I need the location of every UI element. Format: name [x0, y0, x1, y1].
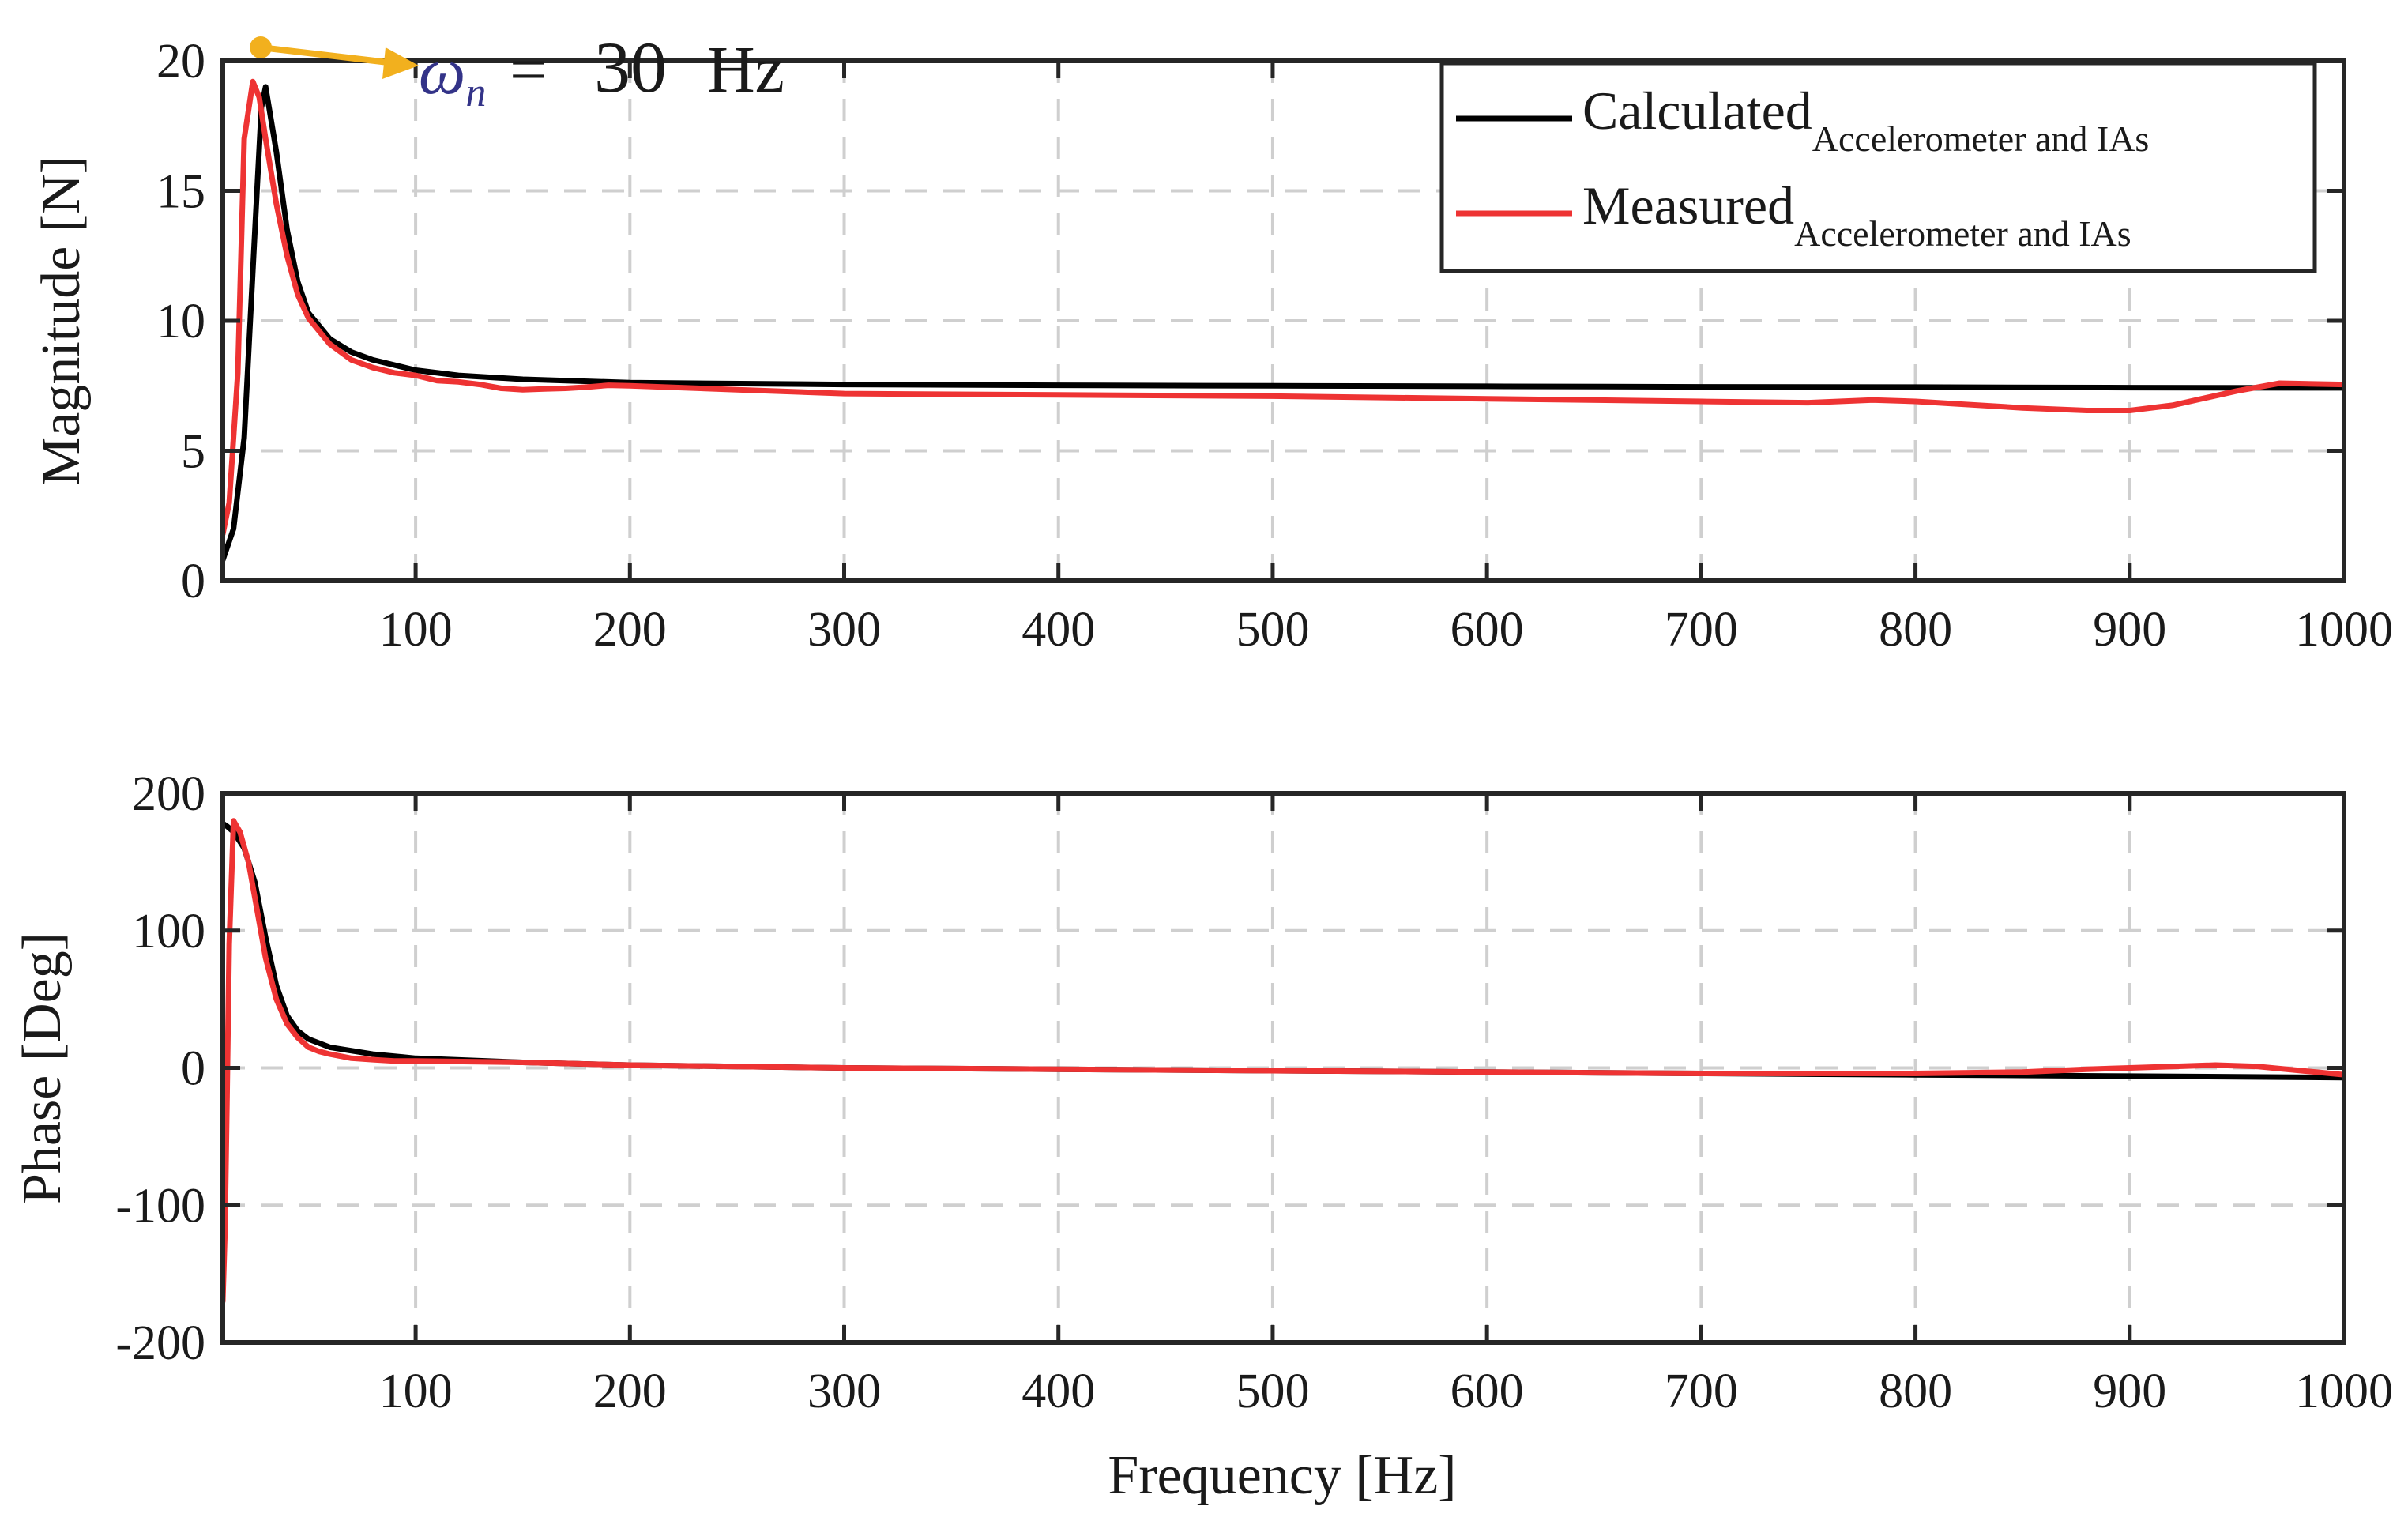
phase-grid [223, 793, 2344, 1342]
annotation-omega-symbol: ω [419, 35, 465, 108]
legend-measured-subscript: Accelerometer and IAs [1794, 213, 2131, 254]
phase-series-group [223, 818, 2344, 1305]
magnitude-yticks: 0 5 10 15 20 [156, 35, 2344, 608]
legend-label-measured: MeasuredAccelerometer and IAs [1582, 175, 2131, 254]
magnitude-xtick-label-200: 200 [593, 603, 667, 657]
phase-ylabel: Phase [Deg] [12, 932, 73, 1204]
legend: CalculatedAccelerometer and IAs Measured… [1439, 61, 2317, 273]
phase-xtick-label-700: 700 [1665, 1365, 1738, 1418]
magnitude-xticks: 100 200 300 400 500 600 700 800 900 1000 [379, 61, 2393, 657]
phase-xtick-label-1000: 1000 [2295, 1365, 2393, 1418]
phase-xtick-label-200: 200 [593, 1365, 667, 1418]
phase-xlabel: Frequency [Hz] [1108, 1445, 1456, 1506]
phase-xtick-label-100: 100 [379, 1365, 453, 1418]
phase-series-measured-line [223, 818, 2344, 1305]
annotation-arrow-head [382, 47, 419, 79]
resonance-annotation: ωn = 30 Hz [250, 27, 784, 115]
phase-ytick-label-100: 100 [132, 905, 205, 958]
magnitude-series-measured-line [223, 78, 2344, 537]
annotation-arrow-shaft [260, 44, 396, 66]
phase-xtick-label-600: 600 [1450, 1365, 1524, 1418]
legend-calculated-subscript: Accelerometer and IAs [1812, 119, 2150, 159]
legend-label-calculated: CalculatedAccelerometer and IAs [1582, 81, 2149, 159]
phase-ytick-label--200: -200 [115, 1316, 205, 1370]
phase-xtick-label-300: 300 [807, 1365, 881, 1418]
annotation-value: 30 [594, 27, 667, 107]
phase-yticks: -200 -100 0 100 200 [115, 767, 2344, 1370]
magnitude-xtick-label-300: 300 [807, 603, 881, 657]
magnitude-xtick-label-900: 900 [2093, 603, 2166, 657]
resonance-peak-marker [250, 36, 272, 58]
magnitude-ytick-label-0: 0 [181, 555, 205, 608]
phase-xtick-label-900: 900 [2093, 1365, 2166, 1418]
phase-ytick-label-0: 0 [181, 1042, 205, 1096]
annotation-equals: = [510, 33, 547, 107]
magnitude-xtick-label-500: 500 [1236, 603, 1309, 657]
magnitude-xtick-label-700: 700 [1665, 603, 1738, 657]
phase-xtick-label-400: 400 [1022, 1365, 1095, 1418]
phase-xticks: 100 200 300 400 500 600 700 800 900 1000 [379, 793, 2393, 1418]
phase-ytick-label-200: 200 [132, 767, 205, 821]
magnitude-xtick-label-800: 800 [1879, 603, 1952, 657]
magnitude-ytick-label-15: 15 [156, 165, 205, 219]
magnitude-xtick-label-1000: 1000 [2295, 603, 2393, 657]
magnitude-ytick-label-5: 5 [181, 425, 205, 479]
magnitude-xtick-label-600: 600 [1450, 603, 1524, 657]
magnitude-xtick-label-100: 100 [379, 603, 453, 657]
legend-box [1439, 61, 2317, 273]
magnitude-xtick-label-400: 400 [1022, 603, 1095, 657]
phase-plot: 100 200 300 400 500 600 700 800 900 1000 -200-100… [12, 767, 2393, 1506]
phase-ytick-label--100: -100 [115, 1179, 205, 1233]
magnitude-series-group [223, 78, 2344, 563]
annotation-omega: ωn [419, 35, 486, 115]
phase-xtick-label-500: 500 [1236, 1365, 1309, 1418]
magnitude-ytick-label-10: 10 [156, 295, 205, 348]
legend-measured-name: Measured [1582, 175, 1794, 235]
magnitude-plot: 100 200 300 400 500 600 700 800 900 1000 0 5 10 15 20… [31, 27, 2393, 657]
magnitude-ylabel: Magnitude [N] [31, 156, 92, 486]
magnitude-ytick-label-20: 20 [156, 35, 205, 88]
annotation-unit: Hz [707, 33, 784, 107]
legend-calculated-name: Calculated [1582, 81, 1812, 141]
annotation-omega-subscript: n [465, 70, 486, 115]
phase-xtick-label-800: 800 [1879, 1365, 1952, 1418]
